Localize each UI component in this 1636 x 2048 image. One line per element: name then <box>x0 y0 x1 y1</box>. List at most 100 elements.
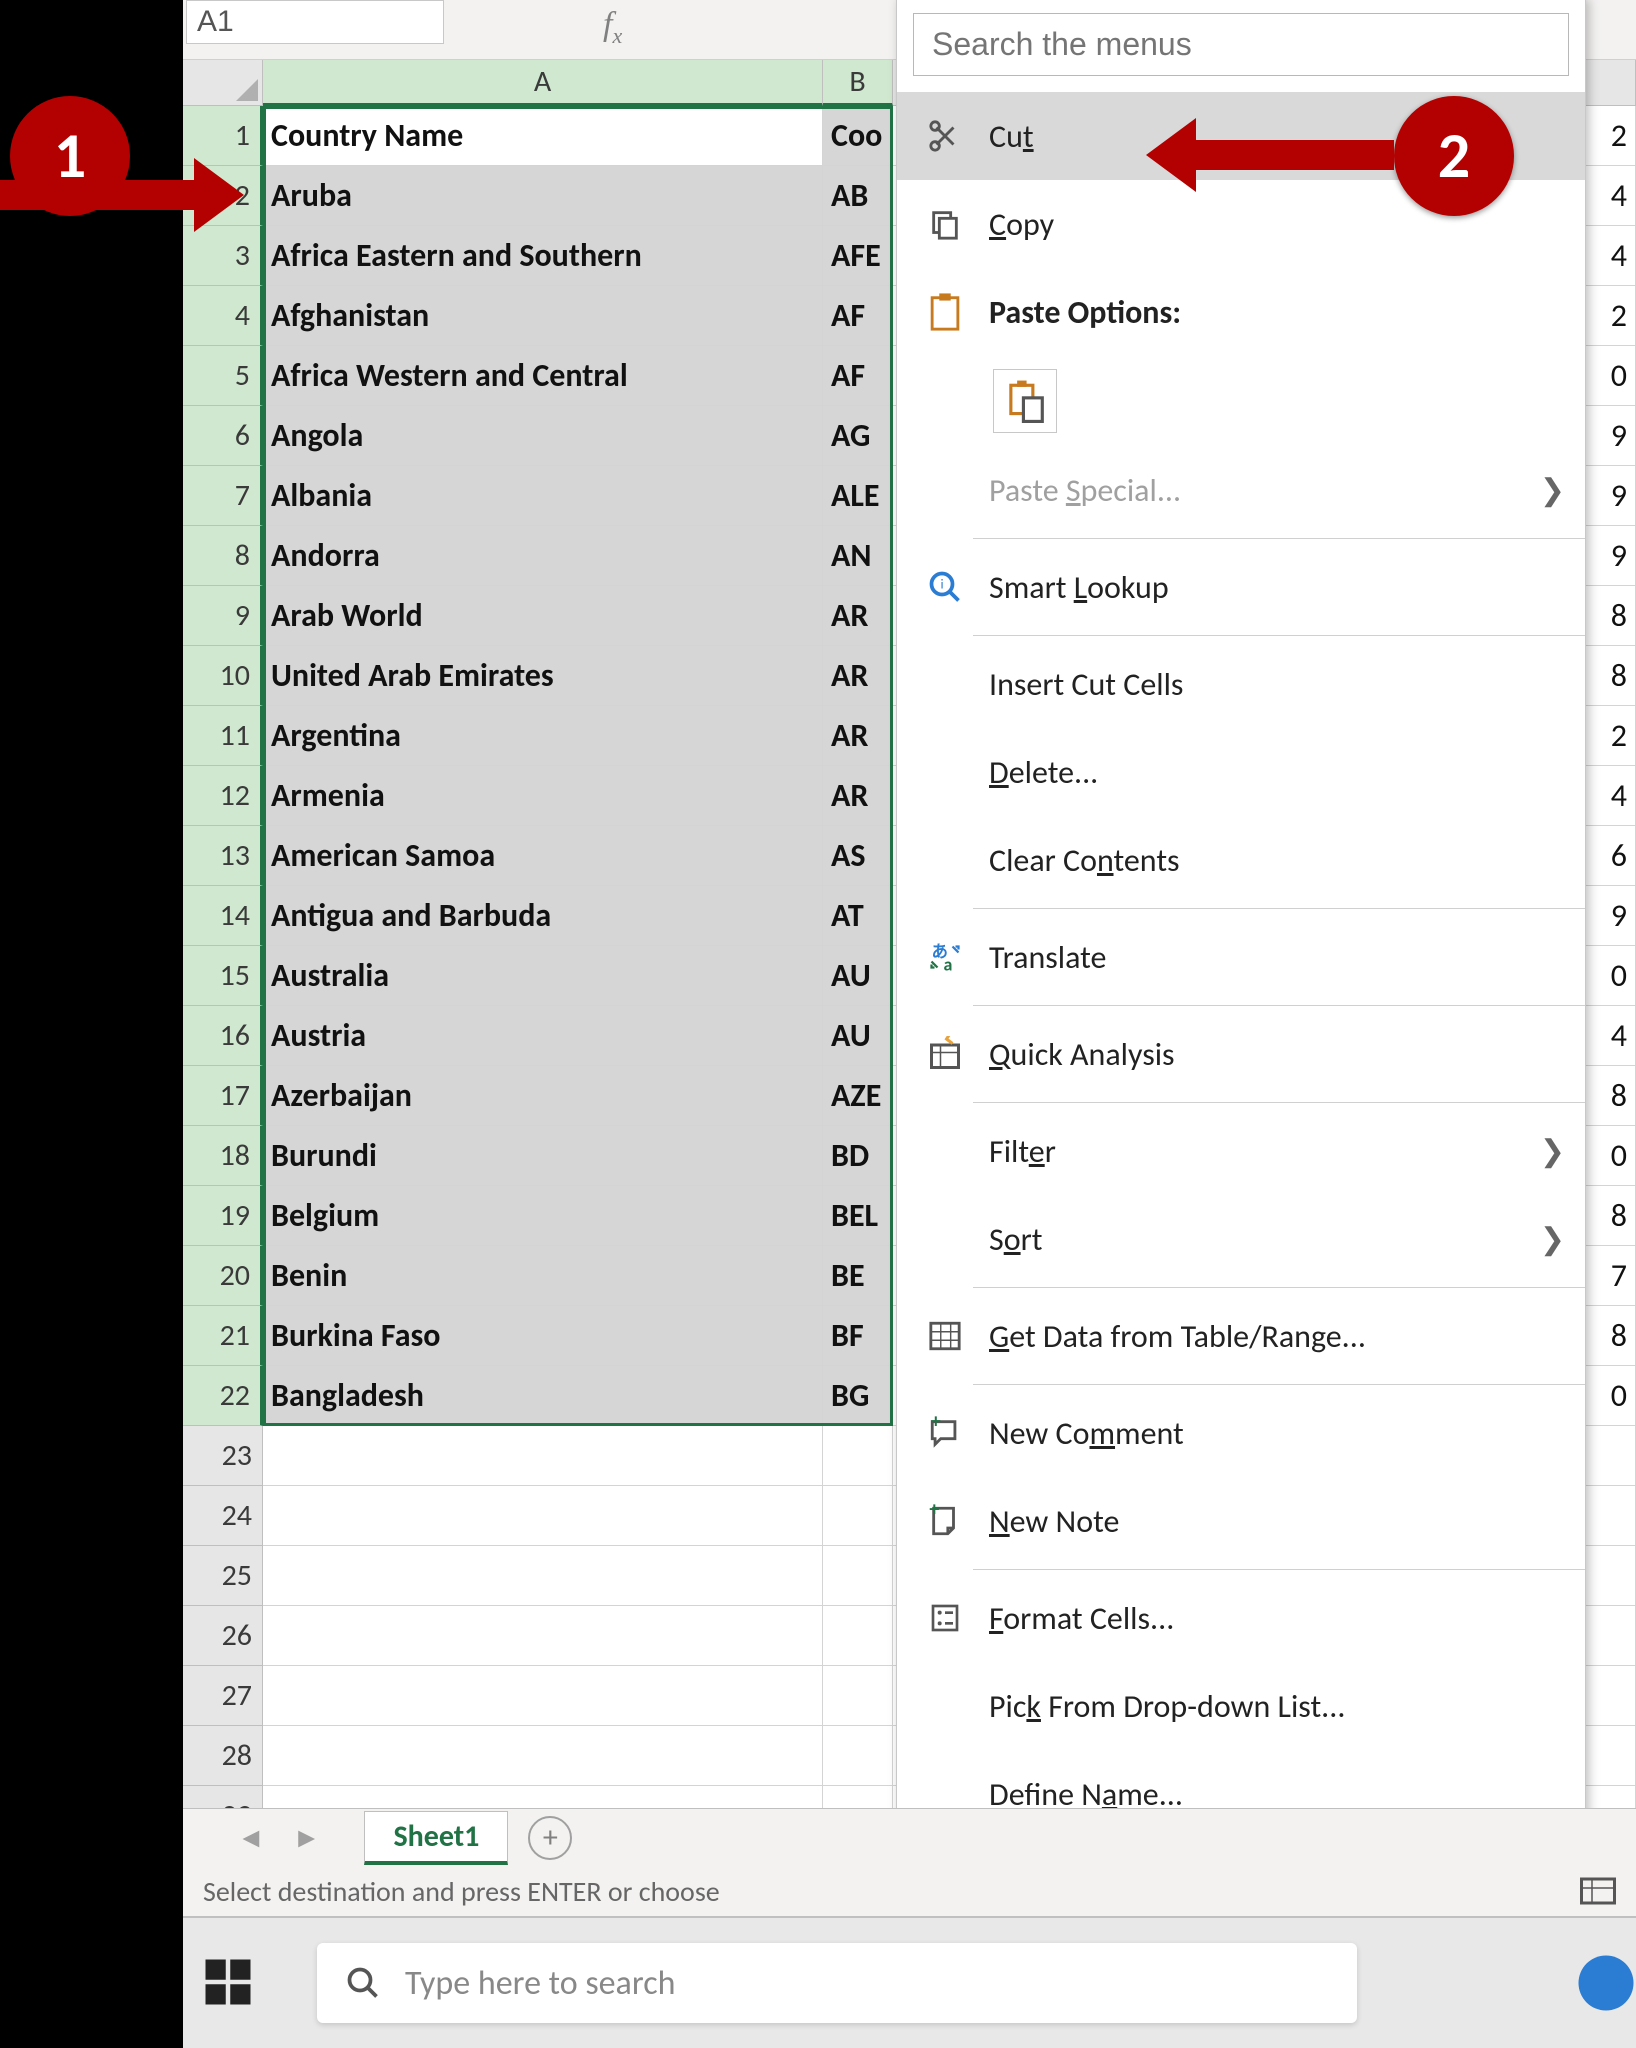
cell[interactable]: BG <box>823 1366 893 1426</box>
cell[interactable]: Benin <box>263 1246 823 1306</box>
cell[interactable] <box>263 1726 823 1786</box>
cell[interactable]: AU <box>823 1006 893 1066</box>
menu-format-cells[interactable]: Format Cells... <box>897 1574 1585 1662</box>
row-header[interactable]: 17 <box>183 1066 263 1126</box>
menu-clear-contents[interactable]: Clear Contents <box>897 816 1585 904</box>
cell[interactable]: Australia <box>263 946 823 1006</box>
row-header[interactable]: 12 <box>183 766 263 826</box>
cell[interactable]: Burundi <box>263 1126 823 1186</box>
row-header[interactable]: 5 <box>183 346 263 406</box>
cell[interactable] <box>823 1726 893 1786</box>
row-header[interactable]: 20 <box>183 1246 263 1306</box>
tray-app-icon[interactable] <box>1576 1953 1636 2013</box>
cell[interactable]: AFE <box>823 226 893 286</box>
row-header[interactable]: 21 <box>183 1306 263 1366</box>
cell[interactable] <box>823 1666 893 1726</box>
menu-insert-cut-cells[interactable]: Insert Cut Cells <box>897 640 1585 728</box>
menu-filter[interactable]: Filter ❯ <box>897 1107 1585 1195</box>
menu-new-comment[interactable]: + New Comment <box>897 1389 1585 1477</box>
cell[interactable] <box>263 1426 823 1486</box>
normal-view-icon[interactable] <box>1580 1877 1616 1905</box>
menu-sort[interactable]: Sort ❯ <box>897 1195 1585 1283</box>
cell[interactable]: Argentina <box>263 706 823 766</box>
cell[interactable]: Aruba <box>263 166 823 226</box>
cell[interactable]: Belgium <box>263 1186 823 1246</box>
row-header[interactable]: 28 <box>183 1726 263 1786</box>
menu-new-note[interactable]: + New Note <box>897 1477 1585 1565</box>
row-header[interactable]: 15 <box>183 946 263 1006</box>
row-header[interactable]: 7 <box>183 466 263 526</box>
row-header[interactable]: 3 <box>183 226 263 286</box>
row-header[interactable]: 13 <box>183 826 263 886</box>
cell[interactable] <box>823 1606 893 1666</box>
row-header[interactable]: 26 <box>183 1606 263 1666</box>
row-header[interactable]: 9 <box>183 586 263 646</box>
cell[interactable] <box>263 1606 823 1666</box>
row-header[interactable]: 22 <box>183 1366 263 1426</box>
tab-nav-prev[interactable]: ◄ <box>237 1820 265 1855</box>
row-header[interactable]: 24 <box>183 1486 263 1546</box>
cell[interactable]: AR <box>823 646 893 706</box>
row-header[interactable]: 14 <box>183 886 263 946</box>
cell[interactable]: Country Name <box>263 106 823 166</box>
cell[interactable]: Armenia <box>263 766 823 826</box>
cell[interactable]: Africa Western and Central <box>263 346 823 406</box>
cell[interactable]: AR <box>823 586 893 646</box>
cell[interactable]: BE <box>823 1246 893 1306</box>
cell[interactable]: Burkina Faso <box>263 1306 823 1366</box>
sheet-tab[interactable]: Sheet1 <box>364 1811 508 1865</box>
cell[interactable] <box>823 1426 893 1486</box>
start-button[interactable] <box>201 1955 257 2011</box>
cell[interactable]: Albania <box>263 466 823 526</box>
row-header[interactable]: 4 <box>183 286 263 346</box>
row-header[interactable]: 6 <box>183 406 263 466</box>
cell[interactable]: AF <box>823 346 893 406</box>
cell[interactable] <box>263 1546 823 1606</box>
cell[interactable]: Antigua and Barbuda <box>263 886 823 946</box>
cell[interactable]: Angola <box>263 406 823 466</box>
menu-pick-from-list[interactable]: Pick From Drop-down List... <box>897 1662 1585 1750</box>
cell[interactable] <box>823 1546 893 1606</box>
row-header[interactable]: 1 <box>183 106 263 166</box>
cell[interactable]: AR <box>823 706 893 766</box>
column-header-a[interactable]: A <box>263 60 823 106</box>
row-header[interactable]: 19 <box>183 1186 263 1246</box>
cell[interactable]: Andorra <box>263 526 823 586</box>
cell[interactable]: AT <box>823 886 893 946</box>
cell[interactable]: AB <box>823 166 893 226</box>
cell[interactable]: American Samoa <box>263 826 823 886</box>
row-header[interactable]: 11 <box>183 706 263 766</box>
cell[interactable]: ALE <box>823 466 893 526</box>
cell[interactable]: BF <box>823 1306 893 1366</box>
tab-nav-next[interactable]: ► <box>293 1820 321 1855</box>
cell[interactable]: Coo <box>823 106 893 166</box>
menu-smart-lookup[interactable]: i Smart Lookup <box>897 543 1585 631</box>
row-header[interactable]: 10 <box>183 646 263 706</box>
cell[interactable]: AZE <box>823 1066 893 1126</box>
row-header[interactable]: 23 <box>183 1426 263 1486</box>
cell[interactable] <box>263 1486 823 1546</box>
cell[interactable]: AF <box>823 286 893 346</box>
cell[interactable]: BD <box>823 1126 893 1186</box>
cell[interactable]: Bangladesh <box>263 1366 823 1426</box>
menu-quick-analysis[interactable]: Quick Analysis <box>897 1010 1585 1098</box>
cell[interactable]: AU <box>823 946 893 1006</box>
cell[interactable]: Africa Eastern and Southern <box>263 226 823 286</box>
cell[interactable]: AG <box>823 406 893 466</box>
cell[interactable] <box>263 1666 823 1726</box>
select-all-corner[interactable] <box>183 60 263 106</box>
cell[interactable]: Azerbaijan <box>263 1066 823 1126</box>
cell[interactable]: AR <box>823 766 893 826</box>
menu-search-input[interactable] <box>913 13 1569 76</box>
column-header-b[interactable]: B <box>823 60 893 106</box>
row-header[interactable]: 16 <box>183 1006 263 1066</box>
cell[interactable]: Afghanistan <box>263 286 823 346</box>
cell[interactable]: AN <box>823 526 893 586</box>
row-header[interactable]: 25 <box>183 1546 263 1606</box>
menu-delete[interactable]: Delete... <box>897 728 1585 816</box>
menu-translate[interactable]: あa Translate <box>897 913 1585 1001</box>
cell[interactable]: Arab World <box>263 586 823 646</box>
cell[interactable]: AS <box>823 826 893 886</box>
menu-get-data[interactable]: Get Data from Table/Range... <box>897 1292 1585 1380</box>
cell[interactable]: BEL <box>823 1186 893 1246</box>
